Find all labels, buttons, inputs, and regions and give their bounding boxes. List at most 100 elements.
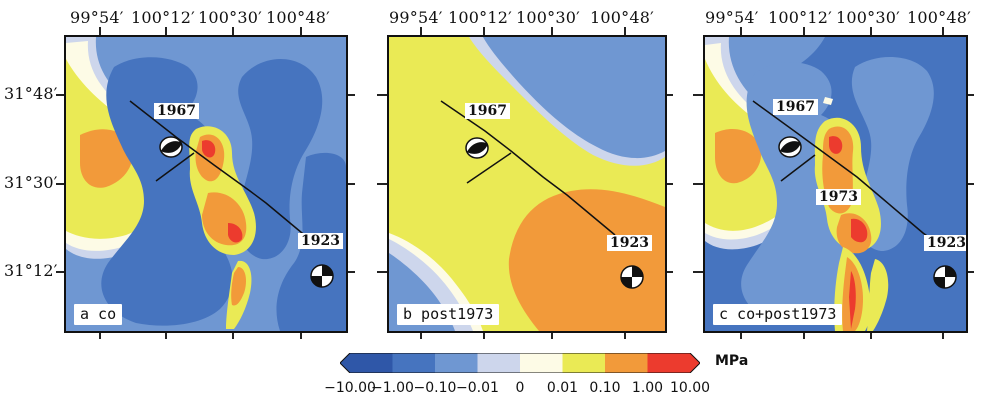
tick-mark bbox=[803, 331, 805, 339]
tick-mark bbox=[377, 271, 387, 273]
lon-tick-label: 100°48′ bbox=[907, 8, 971, 27]
focal-mechanism-icon bbox=[159, 136, 183, 158]
tick-mark bbox=[964, 94, 974, 96]
colorbar-tick-label: −0.10 bbox=[413, 380, 457, 396]
lon-tick-label: 100°30′ bbox=[516, 8, 580, 27]
event-label: 1923 bbox=[298, 233, 343, 249]
lat-tick-label: 31°48′ bbox=[4, 84, 58, 103]
fault-traces-c bbox=[752, 100, 938, 244]
lat-tick-label: 31°12′ bbox=[4, 261, 58, 280]
tick-mark bbox=[56, 94, 66, 96]
colorbar-tick-label: −0.01 bbox=[456, 380, 499, 396]
tick-mark bbox=[232, 331, 234, 339]
focal-mechanism-icon bbox=[465, 137, 489, 159]
lon-tick-label: 99°54′ bbox=[70, 8, 124, 27]
tick-mark bbox=[803, 27, 805, 35]
tick-mark bbox=[693, 94, 703, 96]
lon-tick-label: 100°48′ bbox=[590, 8, 654, 27]
tick-mark bbox=[624, 331, 626, 339]
lon-tick-label: 100°12′ bbox=[131, 8, 195, 27]
tick-mark bbox=[624, 27, 626, 35]
colorbar-scale bbox=[339, 352, 701, 374]
event-label: 1973 bbox=[816, 189, 861, 205]
event-label: 1967 bbox=[773, 99, 818, 115]
colorbar bbox=[339, 352, 701, 374]
map-panel-a: 1967 1923 a co bbox=[64, 35, 348, 333]
tick-mark bbox=[663, 271, 673, 273]
tick-mark bbox=[663, 94, 673, 96]
colorbar-tick-label: 10.00 bbox=[669, 380, 711, 396]
colorbar-tick-label: −1.00 bbox=[371, 380, 414, 396]
tick-mark bbox=[964, 183, 974, 185]
tick-mark bbox=[693, 183, 703, 185]
tick-mark bbox=[56, 183, 66, 185]
tick-mark bbox=[942, 331, 944, 339]
tick-mark bbox=[483, 331, 485, 339]
tick-mark bbox=[300, 331, 302, 339]
panel-label: c co+post1973 bbox=[713, 304, 843, 325]
tick-mark bbox=[663, 183, 673, 185]
event-label: 1923 bbox=[607, 235, 652, 251]
colorbar-segment bbox=[605, 353, 648, 373]
lon-tick-label: 99°54′ bbox=[389, 8, 443, 27]
lon-tick-label: 99°54′ bbox=[705, 8, 759, 27]
focal-mechanism-icon bbox=[778, 136, 802, 158]
colorbar-tick-label: 0.01 bbox=[546, 380, 579, 396]
fault-traces-a bbox=[129, 100, 313, 242]
tick-mark bbox=[483, 27, 485, 35]
colorbar-segment bbox=[562, 353, 606, 373]
lon-tick-label: 100°48′ bbox=[266, 8, 330, 27]
map-panel-b: 1967 1923 b post1973 bbox=[387, 35, 667, 333]
tick-mark bbox=[345, 183, 355, 185]
tick-mark bbox=[870, 331, 872, 339]
focal-mechanism-icon bbox=[310, 264, 334, 288]
lon-tick-label: 100°30′ bbox=[198, 8, 262, 27]
tick-mark bbox=[870, 27, 872, 35]
colorbar-tick-label: −10.00 bbox=[324, 380, 376, 396]
tick-mark bbox=[377, 183, 387, 185]
lon-tick-label: 100°12′ bbox=[448, 8, 512, 27]
tick-mark bbox=[551, 331, 553, 339]
panel-label: b post1973 bbox=[397, 304, 500, 325]
colorbar-tick-label: 0.10 bbox=[589, 380, 621, 396]
colorbar-tick-label: 1.00 bbox=[631, 380, 664, 396]
colorbar-segment bbox=[392, 353, 436, 373]
colorbar-segment bbox=[340, 353, 393, 373]
panel-label: a co bbox=[74, 304, 123, 325]
tick-mark bbox=[99, 331, 101, 339]
fault-traces-b bbox=[440, 100, 616, 236]
tick-mark bbox=[964, 271, 974, 273]
tick-mark bbox=[740, 331, 742, 339]
lon-tick-label: 100°30′ bbox=[836, 8, 900, 27]
colorbar-segment bbox=[477, 353, 521, 373]
tick-mark bbox=[693, 271, 703, 273]
tick-mark bbox=[165, 331, 167, 339]
tick-mark bbox=[99, 27, 101, 35]
tick-mark bbox=[232, 27, 234, 35]
focal-mechanism-icon bbox=[933, 265, 957, 289]
event-label: 1923 bbox=[924, 235, 966, 251]
colorbar-tick-label: 0 bbox=[515, 380, 525, 396]
focal-mechanism-icon bbox=[620, 265, 644, 289]
tick-mark bbox=[420, 27, 422, 35]
map-panel-c: 1967 1973 1923 c co+post1973 bbox=[703, 35, 968, 333]
event-label: 1967 bbox=[154, 103, 199, 119]
tick-mark bbox=[942, 27, 944, 35]
tick-mark bbox=[300, 27, 302, 35]
colorbar-unit: MPa bbox=[715, 353, 749, 369]
tick-mark bbox=[551, 27, 553, 35]
tick-mark bbox=[420, 331, 422, 339]
tick-mark bbox=[740, 27, 742, 35]
tick-mark bbox=[377, 94, 387, 96]
tick-mark bbox=[165, 27, 167, 35]
stress-field-c bbox=[705, 37, 966, 331]
lon-tick-label: 100°12′ bbox=[768, 8, 832, 27]
tick-mark bbox=[345, 94, 355, 96]
tick-mark bbox=[56, 271, 66, 273]
colorbar-segment bbox=[520, 353, 563, 373]
colorbar-segment bbox=[435, 353, 478, 373]
event-label: 1967 bbox=[465, 103, 510, 119]
lat-tick-label: 31°30′ bbox=[4, 173, 58, 192]
colorbar-segment bbox=[647, 353, 700, 373]
tick-mark bbox=[345, 271, 355, 273]
